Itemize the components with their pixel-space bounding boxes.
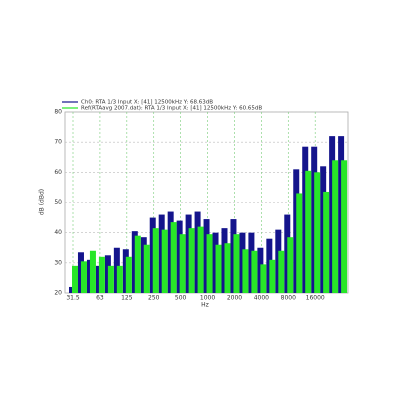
bar	[152, 228, 159, 293]
bar	[251, 250, 258, 293]
bar	[269, 259, 276, 293]
bar	[242, 249, 249, 293]
y-tick-label: 50	[54, 199, 62, 206]
y-axis-label: dB (dBd)	[39, 189, 46, 215]
bar	[278, 250, 285, 293]
legend-label: Ch0: RTA 1/3 Input X: [41] 12500kHz Y: 6…	[81, 100, 213, 106]
bar	[89, 250, 96, 293]
bar	[287, 237, 294, 293]
bar	[305, 170, 312, 293]
bar	[72, 265, 78, 293]
x-tick-label: 250	[148, 295, 160, 302]
x-tick-label: 125	[121, 295, 133, 302]
bar	[233, 234, 240, 293]
y-tick-label: 20	[54, 290, 62, 297]
x-tick-label: 1000	[200, 295, 215, 302]
bar	[170, 222, 177, 293]
bar	[161, 229, 168, 293]
bar	[260, 264, 267, 293]
bar	[125, 256, 132, 293]
bar	[341, 160, 348, 293]
bar	[332, 160, 339, 293]
bar	[179, 234, 186, 293]
bar	[188, 228, 195, 293]
bar	[107, 265, 114, 293]
y-tick-label: 40	[54, 229, 62, 236]
bar	[143, 244, 150, 293]
legend-label: Ref(RTAavg 2007.dat): RTA 1/3 Input X: […	[81, 106, 262, 112]
y-tick-label: 60	[54, 169, 62, 176]
x-axis-label: Hz	[201, 302, 209, 309]
bar	[206, 234, 213, 293]
x-tick-label: 500	[175, 295, 187, 302]
y-tick-label: 80	[54, 109, 62, 116]
bar	[98, 256, 105, 293]
bar	[224, 243, 231, 293]
x-tick-label: 63	[96, 295, 104, 302]
bar	[314, 172, 321, 293]
bar	[80, 261, 87, 293]
x-tick-label: 16000	[306, 295, 325, 302]
bar	[323, 191, 330, 293]
bar	[116, 265, 123, 293]
bar	[296, 193, 303, 293]
x-tick-label: 8000	[281, 295, 296, 302]
y-tick-label: 30	[54, 259, 62, 266]
x-tick-label: 31.5	[66, 295, 80, 302]
bar	[197, 226, 204, 293]
y-tick-label: 70	[54, 139, 62, 146]
x-tick-label: 4000	[254, 295, 269, 302]
bar	[134, 235, 141, 293]
x-tick-label: 2000	[227, 295, 242, 302]
bar	[215, 244, 222, 293]
